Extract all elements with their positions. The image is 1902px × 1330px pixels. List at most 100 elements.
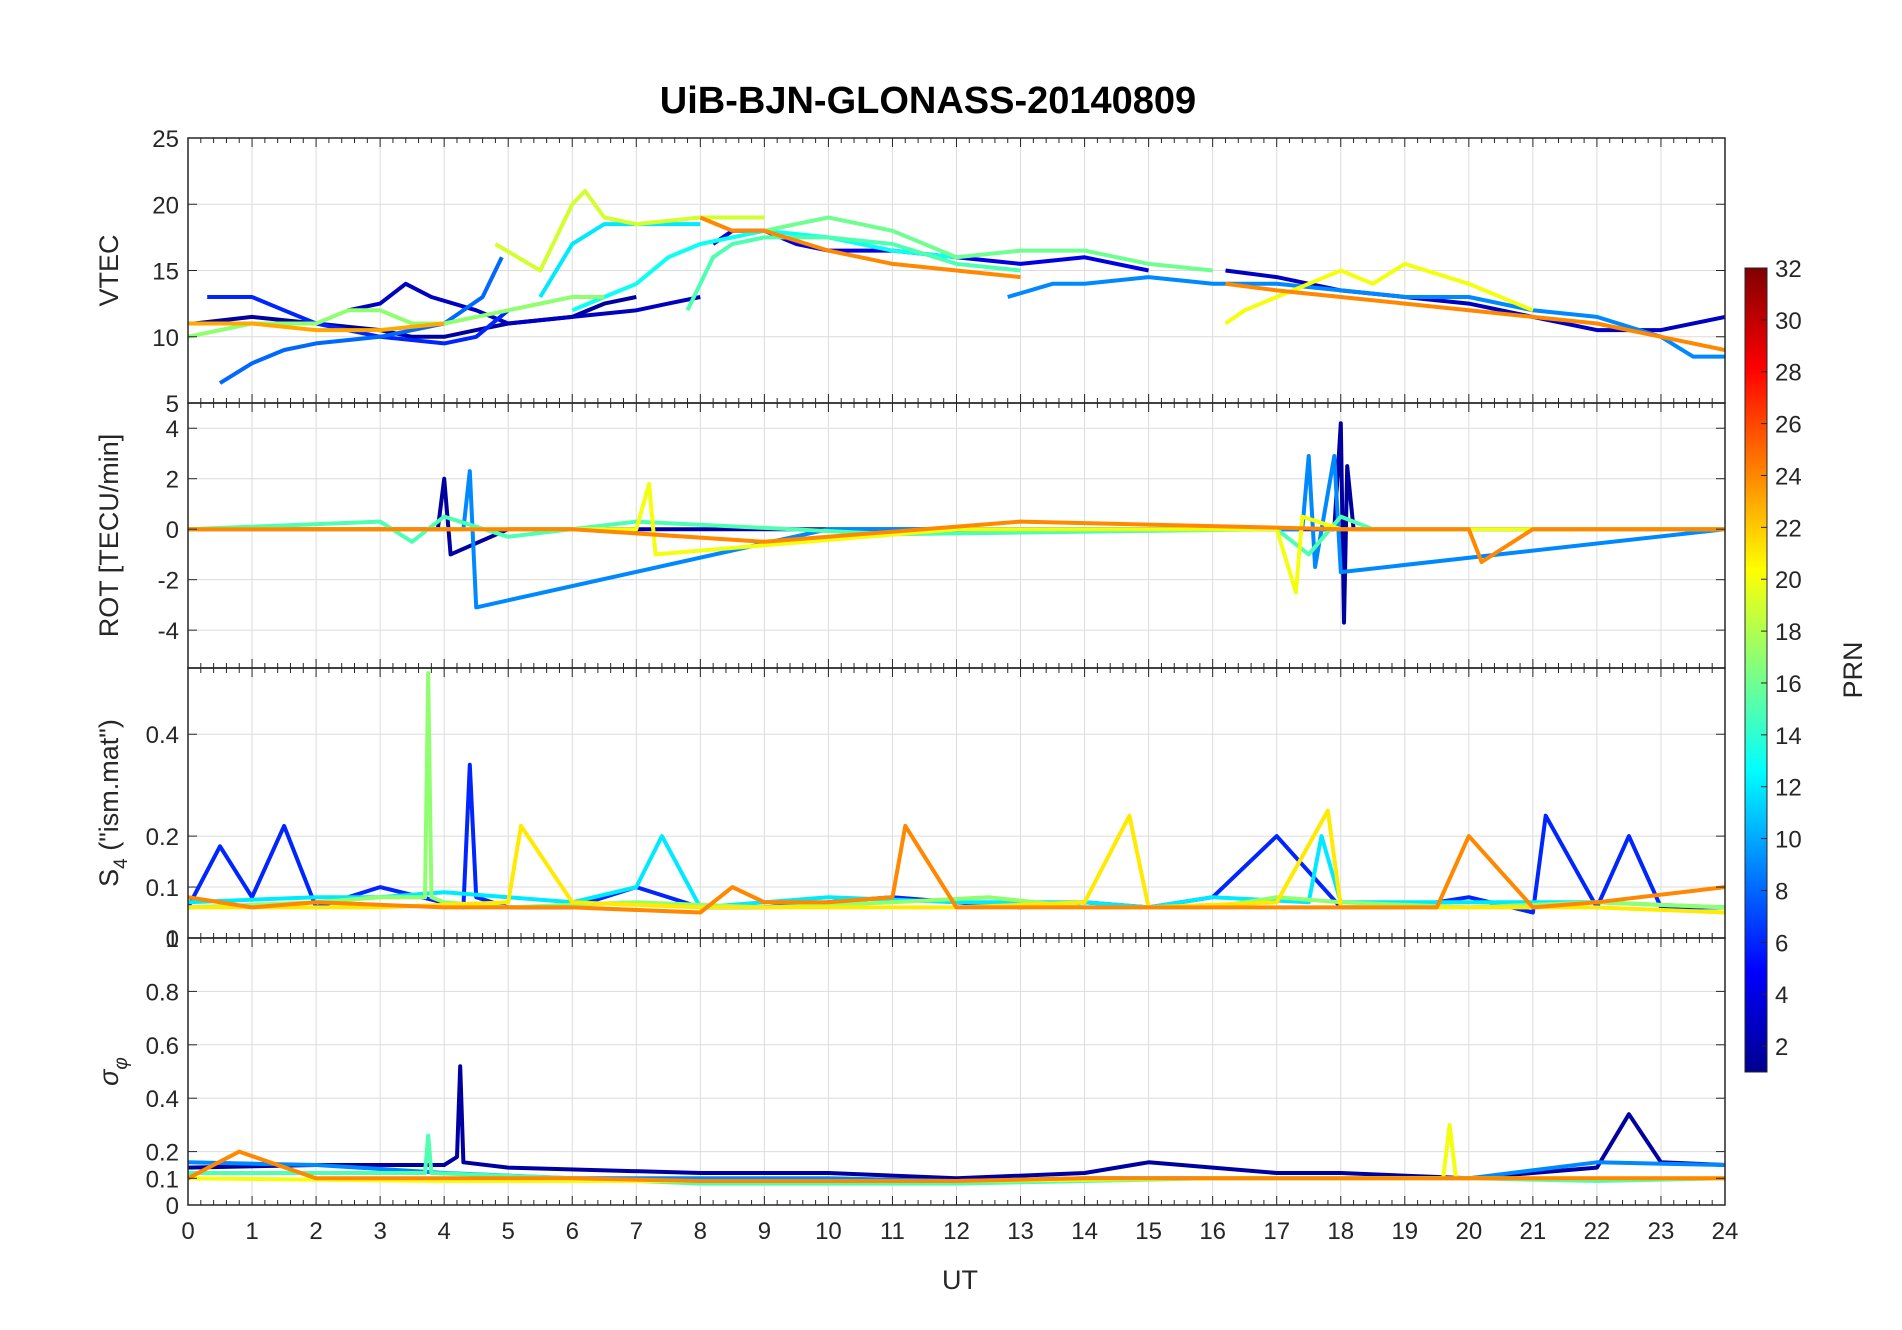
- x-tick-label: 11: [880, 1218, 905, 1245]
- x-tick-label: 19: [1391, 1218, 1418, 1245]
- y-tick-label: 25: [152, 126, 179, 153]
- colorbar-gradient: [1744, 267, 1768, 1073]
- colorbar-tick-label: 4: [1775, 982, 1788, 1009]
- y-tick-label: 20: [152, 192, 179, 219]
- y-tick-label: 0: [166, 517, 179, 544]
- x-tick-label: 24: [1712, 1218, 1739, 1245]
- x-tick-label: 10: [815, 1218, 842, 1245]
- series-line-prn-8: [218, 256, 504, 385]
- x-tick-label: 4: [437, 1218, 450, 1245]
- y-tick-label: 10: [152, 325, 179, 352]
- series-line-prn-24: [188, 519, 1725, 564]
- x-tick-label: 8: [694, 1218, 707, 1245]
- series-line-prn-19: [494, 189, 765, 273]
- series-line-prn-23: [188, 321, 445, 333]
- series-line-prn-24: [188, 823, 1725, 915]
- y-axis-label: σφ: [94, 1057, 132, 1086]
- series-line-prn-24: [699, 215, 1021, 280]
- colorbar-tick-label: 24: [1775, 463, 1802, 490]
- x-axis-label: UT: [942, 1265, 978, 1295]
- series-line-prn-16: [763, 215, 1213, 273]
- y-tick-label: 2: [166, 467, 179, 494]
- series-line-prn-2: [194, 295, 637, 339]
- x-tick-label: 5: [502, 1218, 515, 1245]
- colorbar-tick-label: 26: [1775, 412, 1802, 439]
- series-line-prn-2: [188, 1064, 1725, 1181]
- colorbar-tick-label: 20: [1775, 567, 1802, 594]
- series-line-prn-15: [188, 514, 1725, 557]
- x-tick-label: 22: [1584, 1218, 1611, 1245]
- x-tick-label: 13: [1007, 1218, 1034, 1245]
- y-axis-label: ROT [TECU/min]: [94, 434, 124, 638]
- x-tick-label: 0: [181, 1218, 194, 1245]
- series-group: [188, 421, 1725, 625]
- x-tick-label: 21: [1520, 1218, 1547, 1245]
- y-tick-label: 0.2: [146, 824, 179, 851]
- colorbar-tick-label: 28: [1775, 360, 1802, 387]
- y-tick-label: 0.1: [146, 1166, 179, 1193]
- series-group: [188, 1064, 1725, 1186]
- colorbar-tick-label: 12: [1775, 775, 1802, 802]
- colorbar-tick-label: 18: [1775, 619, 1802, 646]
- y-tick-label: 0: [166, 1193, 179, 1220]
- x-tick-label: 1: [245, 1218, 258, 1245]
- x-tick-label: 14: [1071, 1218, 1098, 1245]
- series-line-prn-15: [685, 235, 1021, 312]
- y-axis-label: S4 ("ism.mat"): [94, 719, 132, 887]
- series-group: [188, 189, 1725, 385]
- x-tick-label: 23: [1648, 1218, 1675, 1245]
- panel-frame: [187, 937, 1726, 1206]
- colorbar-tick-label: 8: [1775, 878, 1788, 905]
- x-tick-label: 6: [566, 1218, 579, 1245]
- chart-title: UiB-BJN-GLONASS-20140809: [660, 80, 1196, 122]
- colorbar-tick-label: 22: [1775, 515, 1802, 542]
- panel-s4: 0 0.1 0.2 0.4 S4 ("ism.mat"): [94, 667, 1726, 953]
- series-line-prn-20: [188, 481, 1725, 595]
- y-axis-label: VTEC: [94, 234, 124, 306]
- colorbar-tick-label: 32: [1775, 256, 1802, 283]
- x-tick-label: 17: [1263, 1218, 1290, 1245]
- series-line-prn-3: [347, 281, 701, 326]
- y-tick-label: 0.8: [146, 979, 179, 1006]
- x-tick-label: 20: [1455, 1218, 1482, 1245]
- y-tick-label: 0.1: [146, 875, 179, 902]
- colorbar-tick-label: 30: [1775, 308, 1802, 335]
- y-tick-label: 0.4: [146, 1086, 179, 1113]
- series-line-prn-20: [1224, 261, 1534, 326]
- panel-vtec: 5 10 15 20 25 VTEC: [94, 126, 1726, 418]
- colorbar-tick-label: 10: [1775, 827, 1802, 854]
- x-tick-label: 18: [1327, 1218, 1354, 1245]
- series-line-prn-12: [538, 222, 701, 299]
- x-tick-label: 3: [373, 1218, 386, 1245]
- series-line-prn-24: [1225, 281, 1725, 352]
- y-tick-label: 0.4: [146, 722, 179, 749]
- y-tick-label: 15: [152, 259, 179, 286]
- colorbar-tick-label: 6: [1775, 930, 1788, 957]
- x-tick-label: 15: [1135, 1218, 1162, 1245]
- series-line-prn-9: [1007, 275, 1725, 359]
- y-tick-label: 5: [166, 391, 179, 418]
- y-tick-label: -4: [158, 618, 179, 645]
- x-tick-label: 16: [1199, 1218, 1226, 1245]
- y-tick-label: 0: [166, 926, 179, 953]
- y-tick-label: 0.2: [146, 1140, 179, 1167]
- colorbar-tick-label: 14: [1775, 723, 1802, 750]
- panel-rot: -4 -2 0 2 4 ROT [TECU/min]: [94, 402, 1726, 669]
- x-tick-label: 12: [943, 1218, 970, 1245]
- series-line-prn-24: [188, 1149, 1725, 1183]
- series-group: [188, 671, 1725, 915]
- x-tick-label: 2: [309, 1218, 322, 1245]
- x-tick-label: 9: [758, 1218, 771, 1245]
- y-tick-label: 1: [166, 926, 179, 953]
- x-tick-label: 7: [630, 1218, 643, 1245]
- colorbar-tick-label: 16: [1775, 671, 1802, 698]
- y-tick-label: 0.6: [146, 1033, 179, 1060]
- colorbar-label: PRN: [1838, 641, 1868, 698]
- y-tick-label: 4: [166, 416, 179, 443]
- series-line-prn-17: [188, 295, 605, 339]
- colorbar-tick-label: 2: [1775, 1034, 1788, 1061]
